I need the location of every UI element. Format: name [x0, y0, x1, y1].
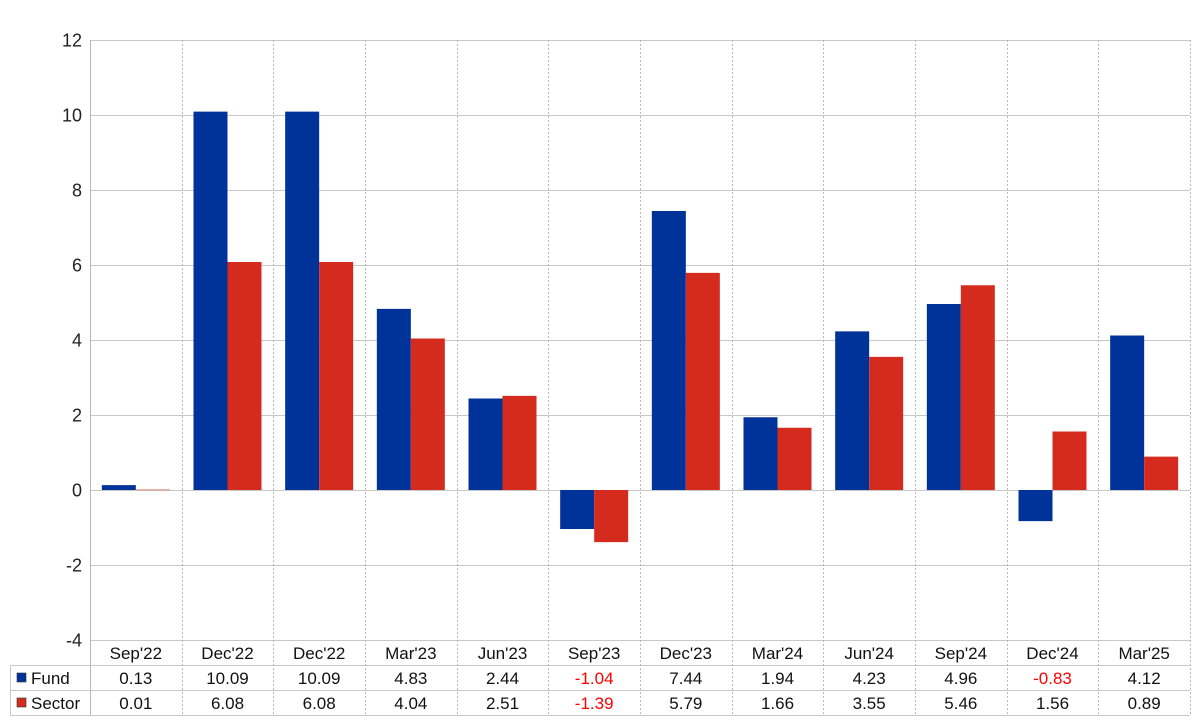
- category-label: Mar'24: [752, 644, 803, 663]
- table-cell-sector: 1.56: [1036, 694, 1069, 713]
- bar-fund: [1018, 490, 1053, 522]
- category-label: Dec'22: [293, 644, 345, 663]
- bars: [101, 111, 1179, 543]
- bar-sector: [410, 338, 445, 490]
- series-name-fund: Fund: [31, 669, 70, 688]
- bar-fund: [468, 398, 503, 490]
- table-cell-sector: 0.01: [119, 694, 152, 713]
- category-label: Mar'23: [385, 644, 436, 663]
- category-label: Mar'25: [1118, 644, 1169, 663]
- y-tick-label: 6: [72, 256, 82, 276]
- table-cell-fund: 1.94: [761, 669, 794, 688]
- table-cell-fund: -1.04: [575, 669, 614, 688]
- table-cell-fund: 10.09: [206, 669, 249, 688]
- table-cell-fund: 4.23: [853, 669, 886, 688]
- bar-sector: [502, 395, 537, 490]
- legend-swatch-sector: [16, 697, 27, 708]
- category-label: Sep'24: [935, 644, 987, 663]
- bar-fund: [1110, 335, 1145, 490]
- table-cell-sector: 2.51: [486, 694, 519, 713]
- bar-sector: [1144, 456, 1179, 490]
- table-cell-fund: -0.83: [1033, 669, 1072, 688]
- table-cell-fund: 4.83: [394, 669, 427, 688]
- category-label: Dec'23: [660, 644, 712, 663]
- y-tick-label: 2: [72, 406, 82, 426]
- y-tick-label: 8: [72, 181, 82, 201]
- bar-sector: [135, 489, 170, 491]
- category-label: Sep'23: [568, 644, 620, 663]
- bar-fund: [926, 304, 961, 490]
- bar-sector: [227, 262, 262, 490]
- table-cell-fund: 4.12: [1128, 669, 1161, 688]
- bar-sector: [777, 427, 812, 490]
- grid-lines: [90, 40, 1191, 641]
- y-tick-label: 12: [62, 31, 82, 51]
- legend-swatch-fund: [16, 672, 27, 683]
- y-axis: -4 -2 0 2 4 6 8 10 12: [62, 31, 82, 651]
- bar-sector: [960, 285, 995, 490]
- table-cell-fund: 4.96: [944, 669, 977, 688]
- bar-fund: [560, 490, 595, 529]
- bar-sector: [319, 262, 354, 490]
- bar-fund: [835, 331, 870, 490]
- table-cell-sector: 6.08: [211, 694, 244, 713]
- table-cell-fund: 0.13: [119, 669, 152, 688]
- table-cell-fund: 7.44: [669, 669, 702, 688]
- bar-fund: [651, 211, 686, 490]
- bar-fund: [101, 485, 136, 490]
- bar-fund: [376, 308, 411, 490]
- bar-sector: [685, 272, 720, 490]
- table-cell-sector: 0.89: [1128, 694, 1161, 713]
- category-label: Dec'24: [1026, 644, 1078, 663]
- category-label: Jun'23: [478, 644, 528, 663]
- table-cell-sector: 3.55: [853, 694, 886, 713]
- table-cell-sector: 5.79: [669, 694, 702, 713]
- table-cell-fund: 2.44: [486, 669, 519, 688]
- y-tick-label: 4: [72, 331, 82, 351]
- y-tick-label: 10: [62, 106, 82, 126]
- bar-fund: [743, 417, 778, 490]
- table-cell-fund: 10.09: [298, 669, 341, 688]
- bar-fund: [285, 111, 320, 490]
- table-cell-sector: 1.66: [761, 694, 794, 713]
- table-cell-sector: 5.46: [944, 694, 977, 713]
- bar-sector: [594, 490, 629, 543]
- bar-sector: [869, 356, 904, 490]
- table-cell-sector: 6.08: [303, 694, 336, 713]
- category-label: Dec'22: [201, 644, 253, 663]
- table-cell-sector: -1.39: [575, 694, 614, 713]
- series-name-sector: Sector: [31, 694, 80, 713]
- bar-fund: [193, 111, 228, 490]
- category-label: Jun'24: [844, 644, 894, 663]
- y-tick-label: 0: [72, 481, 82, 501]
- y-tick-label: -4: [66, 631, 82, 651]
- category-label: Sep'22: [110, 644, 162, 663]
- data-table: Sep'22 Dec'22 Dec'22 Mar'23 Jun'23 Sep'23 Dec'…: [10, 640, 1191, 716]
- table-cell-sector: 4.04: [394, 694, 427, 713]
- bar-sector: [1052, 431, 1087, 490]
- y-tick-label: -2: [66, 556, 82, 576]
